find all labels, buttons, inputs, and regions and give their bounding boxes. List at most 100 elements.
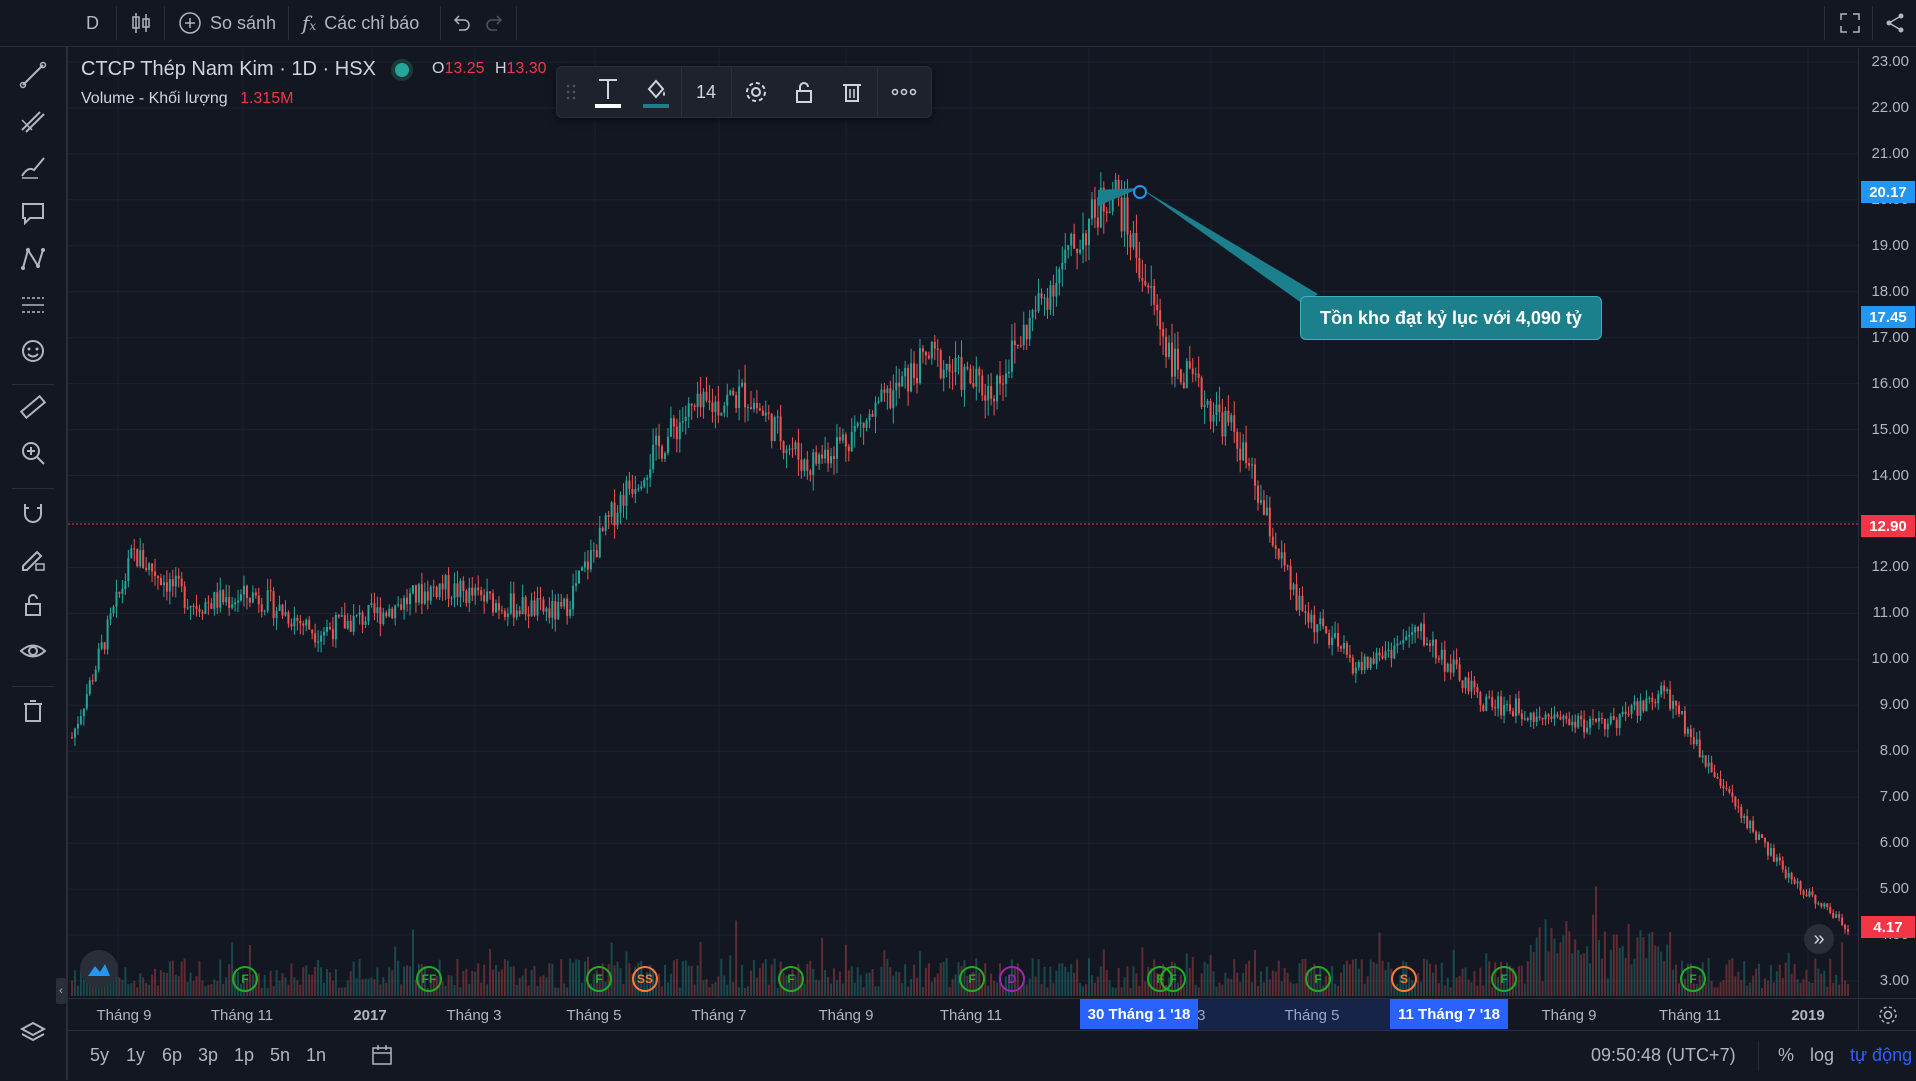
event-marker[interactable]: F (959, 966, 985, 992)
clock-readout[interactable]: 09:50:48 (UTC+7) (1591, 1045, 1736, 1065)
event-marker[interactable]: F (1680, 966, 1706, 992)
volume-bar (483, 964, 486, 996)
delete-drawing-button[interactable] (829, 67, 875, 117)
zoom-in-icon[interactable] (16, 436, 50, 470)
compare-button[interactable]: So sánh (178, 0, 276, 46)
volume-bar (456, 958, 459, 996)
ruler-icon[interactable] (16, 390, 50, 424)
volume-bar (1488, 961, 1491, 996)
range-button-1p[interactable]: 1p (234, 1045, 255, 1065)
scroll-to-realtime-button[interactable]: » (1804, 924, 1834, 954)
price-axis[interactable]: 23.0022.0021.0020.0019.0018.0017.0016.00… (1858, 48, 1916, 998)
candle-body (1245, 442, 1248, 464)
candle-body (346, 620, 349, 629)
candle-body (1808, 891, 1811, 897)
unlock-icon[interactable] (16, 588, 50, 622)
range-button-1n[interactable]: 1n (306, 1045, 327, 1065)
time-tick-label: Tháng 5 (1284, 1007, 1340, 1024)
volume-bar (296, 980, 299, 996)
candle-body (1603, 718, 1606, 730)
volume-bar (1022, 981, 1025, 996)
font-size-button[interactable]: 14 (695, 81, 717, 102)
event-marker[interactable]: S (1391, 966, 1417, 992)
callout-anchor-handle[interactable] (1133, 185, 1147, 199)
emoji-icon[interactable] (16, 334, 50, 368)
range-button-6p[interactable]: 6p (162, 1045, 183, 1065)
text-note-icon[interactable] (16, 196, 50, 230)
auto-scale-toggle[interactable]: tự động (1850, 1045, 1913, 1065)
volume-bar (1615, 934, 1618, 996)
more-options-button[interactable] (881, 67, 927, 117)
volume-bar (619, 968, 622, 996)
brush-icon[interactable] (16, 150, 50, 184)
volume-bar (1538, 927, 1541, 996)
volume-bar (1763, 978, 1766, 996)
event-marker[interactable]: F (586, 966, 612, 992)
candle-body (865, 420, 868, 428)
eye-icon[interactable] (16, 634, 50, 668)
text-color-button[interactable] (585, 67, 631, 117)
event-marker[interactable]: F (1160, 966, 1186, 992)
chart-type-button[interactable] (130, 0, 152, 46)
candle-body (871, 414, 874, 417)
range-button-5n[interactable]: 5n (270, 1045, 291, 1065)
layers-icon[interactable] (16, 1016, 50, 1050)
volume-bar (942, 961, 945, 996)
indicators-button[interactable]: fx Các chỉ báo (302, 11, 420, 35)
percent-toggle[interactable]: % (1778, 1045, 1795, 1065)
collapse-sidebar-button[interactable]: ‹ (56, 978, 66, 1004)
time-range-start-tag[interactable]: 30 Tháng 1 '18 (1080, 999, 1198, 1029)
fib-tools-icon[interactable] (16, 104, 50, 138)
volume-bar (1079, 983, 1082, 996)
price-tick-label: 3.00 (1879, 972, 1909, 989)
volume-bar (414, 979, 417, 996)
volume-bar (764, 959, 767, 996)
range-button-1y[interactable]: 1y (126, 1045, 146, 1065)
interval-button[interactable]: D (86, 12, 99, 33)
volume-legend[interactable]: Volume - Khối lượng 1.315M (81, 90, 294, 107)
magnet-icon[interactable] (16, 496, 50, 530)
callout-annotation[interactable]: Tồn kho đạt kỷ lục với 4,090 tỷ (1300, 296, 1602, 340)
time-axis[interactable]: Tháng 9 Tháng 11 2017 Tháng 3 Tháng 5 Tháng 7… (68, 998, 1858, 1031)
redo-button[interactable] (484, 0, 506, 46)
share-button[interactable] (1884, 0, 1906, 46)
volume-bar (1197, 987, 1200, 996)
chart-settings-button[interactable] (1858, 998, 1916, 1031)
trend-line-icon[interactable] (16, 58, 50, 92)
candle-body (1458, 664, 1461, 681)
log-toggle[interactable]: log (1810, 1045, 1835, 1065)
volume-bar (1704, 983, 1707, 996)
undo-button[interactable] (450, 0, 472, 46)
drag-handle-icon[interactable] (557, 67, 585, 117)
price-chart[interactable] (68, 48, 1858, 998)
pattern-icon[interactable] (16, 242, 50, 276)
volume-bar (1731, 958, 1734, 996)
event-marker[interactable]: D (999, 966, 1025, 992)
candle-body (533, 600, 536, 616)
candle-body (1328, 633, 1331, 645)
fullscreen-button[interactable] (1838, 0, 1862, 46)
event-marker[interactable]: FF (416, 966, 442, 992)
volume-bar (411, 929, 414, 996)
event-marker[interactable]: F (232, 966, 258, 992)
time-range-end-tag[interactable]: 11 Tháng 7 '18 (1390, 999, 1508, 1029)
prediction-icon[interactable] (16, 288, 50, 322)
range-button-3p[interactable]: 3p (198, 1045, 219, 1065)
symbol-title[interactable]: CTCP Thép Nam Kim · 1D · HSX (81, 58, 410, 81)
candle-body (744, 382, 747, 408)
candle-body (1677, 705, 1680, 714)
drawing-settings-button[interactable] (733, 67, 779, 117)
event-marker[interactable]: F (1305, 966, 1331, 992)
lock-drawing-button[interactable] (781, 67, 827, 117)
event-marker[interactable]: SS (632, 966, 658, 992)
range-button-5y[interactable]: 5y (90, 1045, 110, 1065)
volume-bar (954, 974, 957, 996)
goto-date-button[interactable] (370, 1043, 394, 1072)
lock-drawing-icon[interactable] (16, 542, 50, 576)
fill-color-button[interactable] (633, 67, 679, 117)
event-marker[interactable]: F (1491, 966, 1517, 992)
trash-icon[interactable] (16, 694, 50, 728)
event-marker[interactable]: F (778, 966, 804, 992)
candle-body (835, 437, 838, 459)
candle-body (222, 590, 225, 603)
